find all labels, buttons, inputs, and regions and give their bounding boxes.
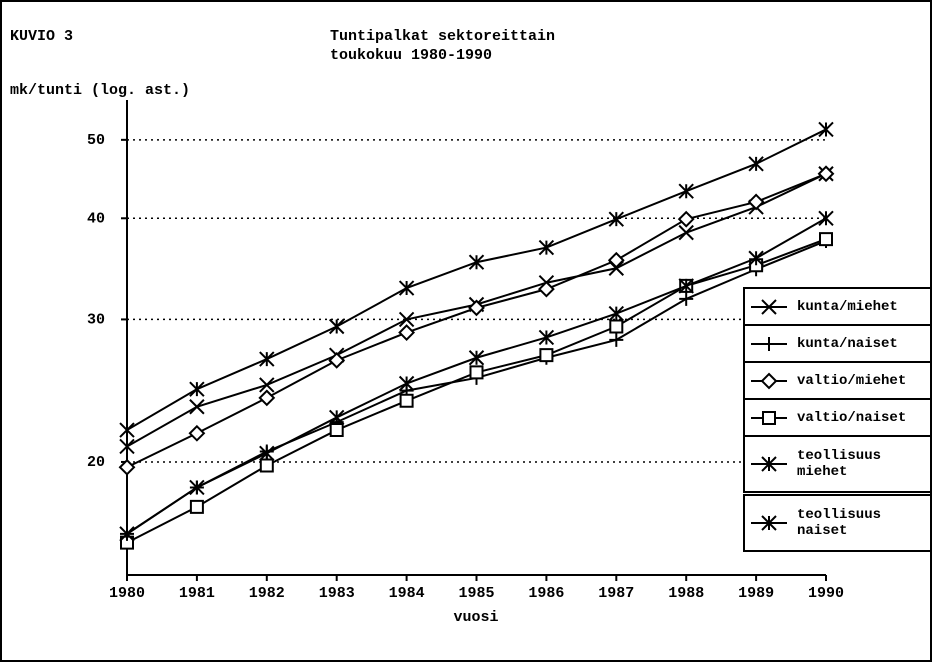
- point-marker: [189, 479, 205, 496]
- point-marker: [399, 393, 414, 408]
- point-marker: [329, 423, 344, 438]
- legend-marker: [761, 456, 777, 472]
- legend-label: valtio/miehet: [797, 372, 907, 389]
- legend-symbol: [751, 298, 787, 315]
- legend-label: kunta/naiset: [797, 335, 898, 352]
- point-marker: [469, 365, 484, 380]
- legend-item: kunta/naiset: [743, 324, 930, 363]
- point-marker: [608, 305, 625, 322]
- x-tick-label: 1982: [249, 585, 285, 602]
- point-marker: [818, 210, 834, 226]
- point-marker: [189, 381, 205, 397]
- point-marker: [468, 350, 485, 366]
- y-tick-label: 40: [87, 210, 105, 227]
- legend-symbol: [751, 336, 787, 351]
- x-tick-label: 1985: [458, 585, 494, 602]
- legend-marker: [761, 298, 777, 315]
- y-tick-label: 30: [87, 311, 105, 328]
- x-tick-label: 1981: [179, 585, 215, 602]
- point-marker: [189, 399, 205, 415]
- point-marker: [677, 210, 695, 228]
- point-marker: [538, 239, 555, 256]
- point-marker: [189, 499, 204, 514]
- point-marker: [258, 389, 276, 407]
- point-marker: [609, 332, 624, 347]
- legend-label: valtio/naiset: [797, 409, 907, 426]
- x-tick-label: 1986: [528, 585, 564, 602]
- point-marker: [468, 299, 485, 317]
- point-marker: [259, 445, 275, 461]
- x-tick-label: 1984: [389, 585, 425, 602]
- legend-item: teollisuus miehet: [743, 435, 930, 493]
- point-marker: [609, 319, 624, 334]
- legend-label: teollisuus naiset: [797, 507, 882, 539]
- legend-label: kunta/miehet: [797, 298, 898, 315]
- point-marker: [259, 458, 274, 473]
- x-tick-label: 1989: [738, 585, 774, 602]
- x-tick-label: 1980: [109, 585, 145, 602]
- point-marker: [608, 211, 625, 227]
- point-marker: [119, 438, 135, 455]
- legend-item: valtio/naiset: [743, 398, 930, 437]
- point-marker: [398, 280, 415, 296]
- legend-marker: [762, 410, 776, 425]
- legend-marker: [762, 336, 776, 351]
- point-marker: [118, 458, 136, 476]
- point-marker: [119, 526, 135, 542]
- legend-marker: [761, 515, 777, 531]
- point-marker: [398, 375, 415, 392]
- legend-item: valtio/miehet: [743, 361, 930, 400]
- point-marker: [468, 254, 485, 270]
- point-marker: [537, 280, 555, 298]
- point-marker: [818, 121, 834, 138]
- series-line: [126, 240, 827, 535]
- point-marker: [188, 424, 206, 442]
- point-marker: [328, 409, 345, 426]
- point-marker: [328, 351, 346, 369]
- point-marker: [748, 156, 764, 172]
- legend-item: kunta/miehet: [743, 287, 930, 326]
- legend-symbol: [751, 515, 787, 531]
- point-marker: [398, 324, 416, 341]
- legend-marker: [760, 372, 778, 389]
- point-marker: [678, 224, 694, 241]
- legend-symbol: [751, 410, 787, 425]
- series-line: [126, 128, 827, 431]
- chart-title: Tuntipalkat sektoreittain: [330, 28, 555, 45]
- point-marker: [539, 348, 554, 363]
- point-marker: [747, 193, 765, 211]
- point-marker: [119, 422, 135, 438]
- x-tick-label: 1983: [319, 585, 355, 602]
- point-marker: [538, 329, 555, 346]
- point-marker: [748, 250, 764, 266]
- chart-subtitle: toukokuu 1980-1990: [330, 47, 492, 64]
- legend-symbol: [751, 372, 787, 389]
- x-tick-label: 1988: [668, 585, 704, 602]
- point-marker: [679, 291, 694, 306]
- y-tick-label: 50: [87, 132, 105, 149]
- x-tick-label: 1990: [808, 585, 844, 602]
- point-marker: [398, 311, 415, 328]
- point-marker: [328, 318, 345, 335]
- legend-symbol: [751, 456, 787, 472]
- x-tick-label: 1987: [598, 585, 634, 602]
- y-tick-label: 20: [87, 454, 105, 471]
- point-marker: [607, 251, 625, 269]
- point-marker: [819, 232, 833, 247]
- point-marker: [259, 351, 275, 367]
- x-axis-label: vuosi: [453, 609, 498, 626]
- point-marker: [259, 377, 275, 393]
- point-marker: [678, 183, 694, 199]
- figure-label: KUVIO 3: [10, 28, 73, 45]
- y-axis-label: mk/tunti (log. ast.): [10, 82, 190, 99]
- point-marker: [678, 278, 694, 294]
- legend-item: teollisuus naiset: [743, 494, 930, 552]
- legend-label: teollisuus miehet: [797, 448, 882, 480]
- point-marker: [817, 165, 835, 183]
